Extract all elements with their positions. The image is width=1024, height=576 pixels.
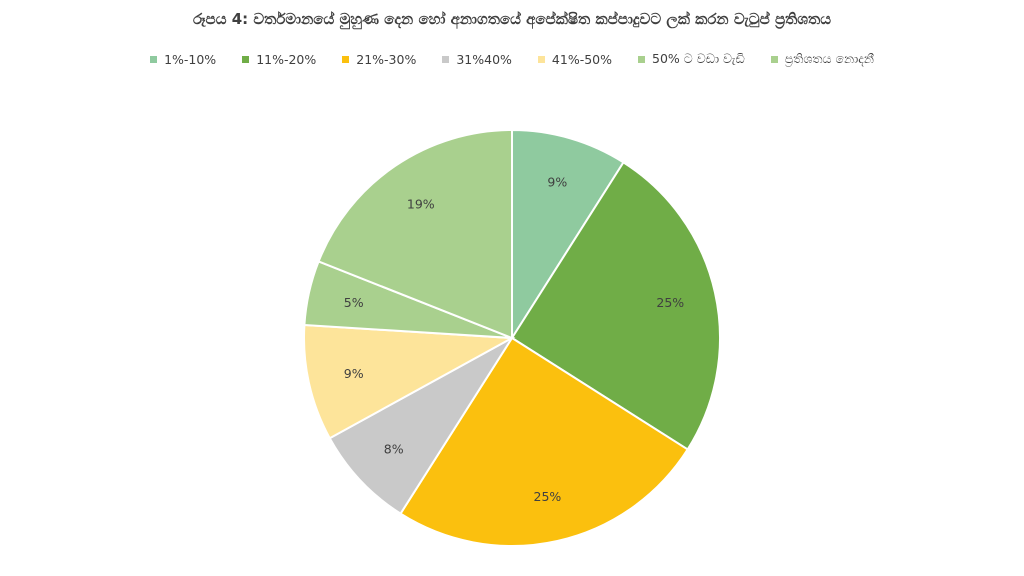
legend-item: 41%-50% — [537, 51, 612, 67]
legend-item: 50% ට වඩා වැඩි — [638, 51, 745, 67]
legend-item: 31%40% — [442, 52, 512, 67]
legend-swatch — [242, 55, 250, 63]
legend-swatch — [770, 55, 778, 63]
slice-data-label: 19% — [407, 196, 435, 211]
slice-data-label: 9% — [344, 366, 364, 381]
legend-item: ප්‍රතිශතය නොදනී — [770, 51, 874, 67]
legend-item: 11%-20% — [242, 52, 316, 67]
legend-swatch — [442, 55, 450, 63]
legend-label: 50% ට වඩා වැඩි — [652, 51, 745, 66]
slice-data-label: 25% — [656, 295, 684, 310]
pie-slice — [511, 128, 625, 342]
legend-swatch — [342, 55, 350, 63]
pie-slice — [328, 337, 513, 516]
chart-legend: 1%-10% 11%-20% 21%-30% 31%40% 41%-50% 50% ට ව… — [0, 51, 1024, 67]
legend-label: 31%40% — [456, 51, 512, 67]
slice-data-label: 8% — [384, 442, 404, 457]
legend-swatch — [537, 55, 545, 63]
legend-label: 41%-50% — [551, 51, 612, 67]
legend-swatch — [638, 55, 645, 63]
legend-item: 21%-30% — [342, 52, 416, 67]
pie-slice — [303, 323, 516, 440]
pie-slice — [399, 336, 690, 547]
pie-slice — [510, 160, 721, 451]
legend-label: ප්‍රතිශතය නොදනී — [784, 51, 874, 66]
legend-label: 1%-10% — [164, 51, 217, 67]
chart-title: රූපය 4: වර්තමානයේ මුහුණ දෙන හෝ අනාගතයේ අ… — [193, 10, 831, 28]
legend-swatch — [150, 55, 158, 63]
slice-data-label: 9% — [547, 175, 567, 190]
legend-label: 21%-30% — [356, 51, 417, 67]
slice-data-label: 5% — [344, 295, 364, 310]
pie-slice — [317, 128, 513, 340]
legend-label: 11%-20% — [256, 51, 317, 67]
legend-item: 1%-10% — [150, 52, 216, 67]
slice-data-label: 25% — [534, 489, 562, 504]
